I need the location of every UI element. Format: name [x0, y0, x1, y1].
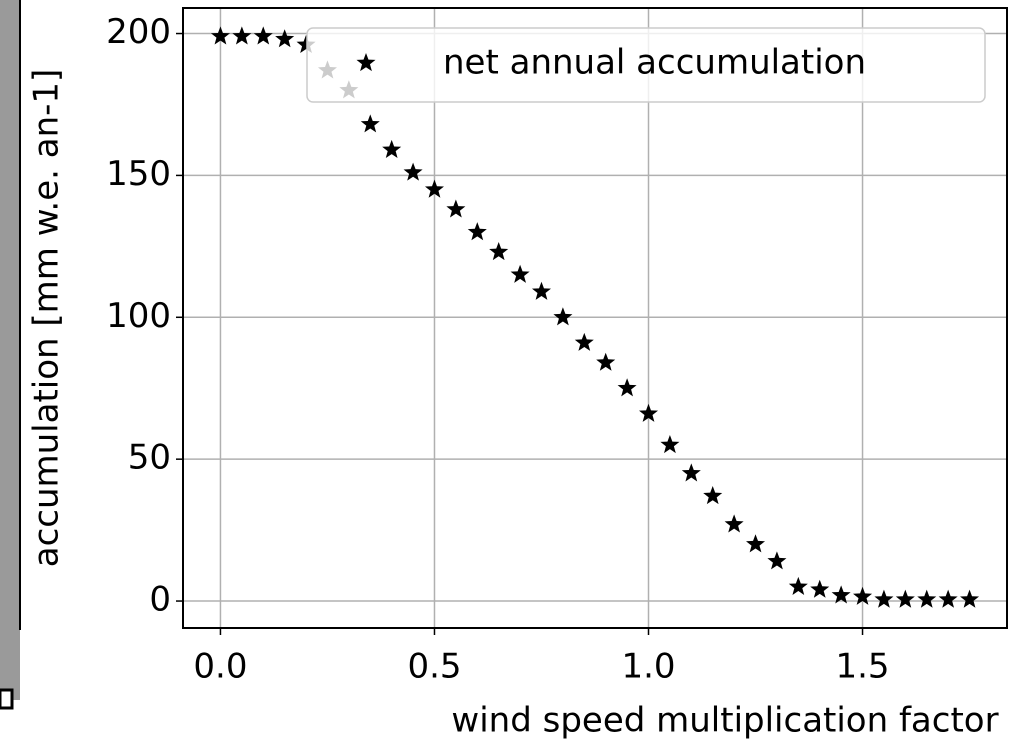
point — [531, 281, 551, 300]
point — [767, 551, 787, 570]
point — [253, 26, 273, 45]
y-tick-label: 50 — [128, 438, 171, 478]
point — [724, 514, 744, 533]
point — [874, 589, 894, 608]
legend-label: net annual accumulation — [443, 43, 866, 83]
point — [360, 114, 380, 133]
side-image-marker — [0, 688, 14, 710]
x-axis-label: wind speed multiplication factor — [451, 701, 998, 741]
point — [831, 585, 851, 604]
point — [617, 378, 637, 397]
x-tick-label: 1.0 — [621, 647, 675, 687]
point — [382, 139, 402, 158]
point — [960, 589, 980, 608]
point — [681, 463, 701, 482]
point — [403, 162, 423, 181]
x-tick-label: 0.5 — [407, 647, 461, 687]
point — [467, 222, 487, 241]
legend-marker — [356, 53, 376, 72]
point — [424, 179, 444, 198]
y-tick-label: 100 — [106, 296, 171, 336]
point — [446, 199, 466, 218]
point — [810, 579, 830, 598]
y-axis-label: accumulation [mm w.e. an-1] — [27, 69, 67, 568]
point — [489, 242, 509, 261]
x-tick-label: 1.5 — [835, 647, 889, 687]
point — [660, 434, 680, 454]
plot-frame — [182, 7, 1008, 629]
point — [788, 576, 808, 595]
point — [596, 352, 616, 371]
point — [639, 403, 659, 422]
point — [853, 586, 873, 605]
point — [210, 26, 230, 45]
y-tick-label: 200 — [106, 12, 171, 52]
point — [574, 332, 594, 351]
point — [746, 534, 766, 553]
point — [296, 34, 316, 53]
point — [895, 589, 915, 608]
side-image-strip — [0, 0, 20, 700]
point — [275, 29, 295, 48]
point — [510, 264, 530, 283]
point — [917, 589, 937, 608]
point — [703, 486, 723, 505]
point — [938, 589, 958, 608]
y-tick-label: 0 — [149, 580, 171, 620]
point — [553, 307, 573, 326]
x-tick-label: 0.0 — [193, 647, 247, 687]
y-tick-label: 150 — [106, 154, 171, 194]
point — [232, 26, 252, 45]
legend-box — [306, 27, 986, 103]
